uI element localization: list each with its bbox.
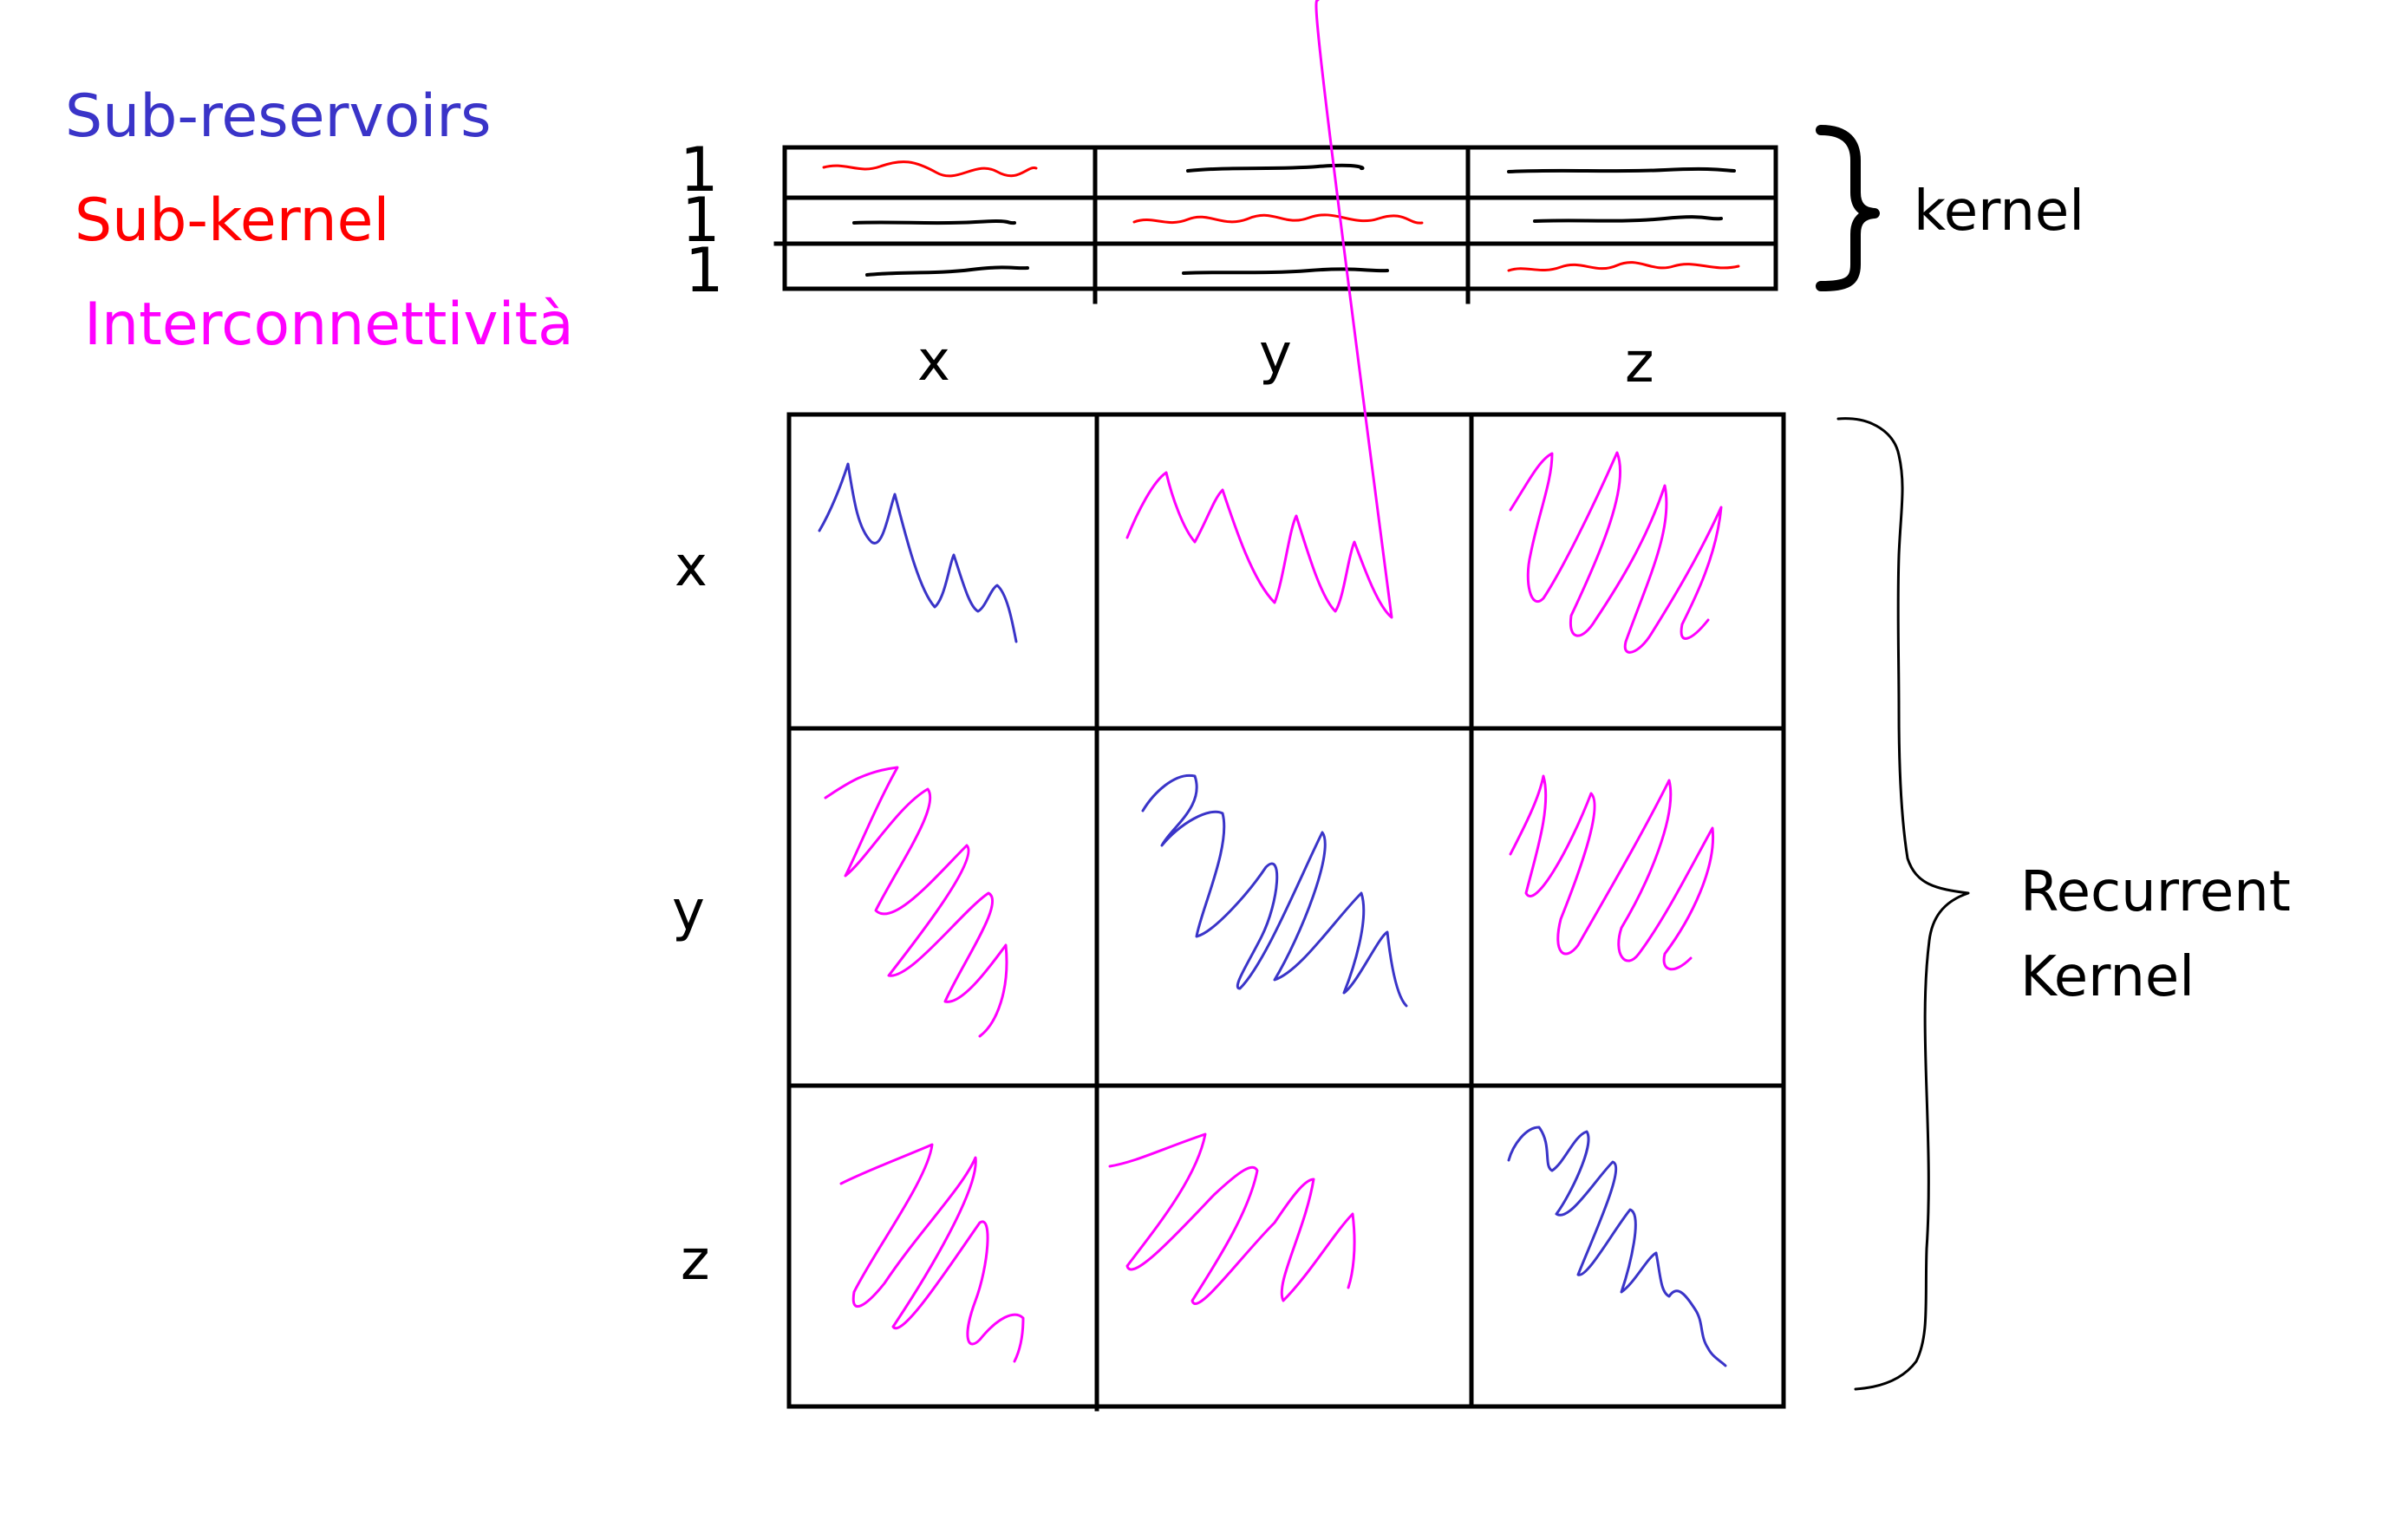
- kernel-cell-2-x-scribble: [852, 219, 1016, 225]
- column-label-y: y: [1259, 323, 1292, 387]
- kernel-brace: [1816, 125, 1880, 291]
- kernel-row-value-1: 1: [680, 134, 719, 206]
- cell-y-x-scribble: [824, 766, 1008, 1038]
- recurrent-kernel-label-line-2: Kernel: [2020, 945, 2195, 1009]
- kernel-table: [773, 145, 1778, 304]
- kernel-cell-1-z-scribble: [1507, 166, 1736, 173]
- kernel-cell-1-x-scribble: [822, 160, 1038, 178]
- recurrent-kernel-grid: [786, 412, 1786, 1412]
- legend-sub-kernel: Sub-kernel: [75, 186, 389, 255]
- row-label-z: z: [681, 1229, 710, 1293]
- kernel-row-value-2: 1: [682, 185, 721, 256]
- legend-interconnectivity: Interconnettività: [84, 290, 574, 359]
- recurrent-kernel-brace: [1836, 417, 1970, 1391]
- recurrent-kernel-label-line-1: Recurrent: [2020, 860, 2291, 924]
- cell-y-z-scribble: [1509, 774, 1715, 971]
- cell-x-x-scribble: [818, 462, 1018, 643]
- row-label-y: y: [672, 879, 705, 943]
- kernel-cell-3-x-scribble: [865, 265, 1029, 277]
- column-label-x: x: [917, 330, 950, 394]
- cell-z-z-scribble: [1507, 1126, 1727, 1367]
- kernel-cell-2-z-scribble: [1533, 215, 1723, 223]
- row-label-x: x: [675, 535, 708, 599]
- kernel-cell-2-y-scribble: [1132, 213, 1424, 225]
- cell-x-z-scribble: [1509, 451, 1723, 654]
- cell-z-x-scribble: [839, 1143, 1025, 1363]
- kernel-label: kernel: [1914, 179, 2084, 244]
- cell-z-y-scribble: [1108, 1132, 1356, 1305]
- kernel-cell-3-y-scribble: [1182, 267, 1389, 275]
- cell-y-y-scribble: [1141, 773, 1408, 1008]
- legend-sub-reservoirs: Sub-reservoirs: [65, 82, 492, 151]
- kernel-cell-3-z-scribble: [1507, 261, 1740, 272]
- kernel-row-value-3: 1: [685, 235, 724, 306]
- kernel-cell-1-y-scribble: [1186, 163, 1365, 173]
- column-label-z: z: [1625, 331, 1654, 395]
- cell-x-y-scribble: [1125, 0, 1393, 619]
